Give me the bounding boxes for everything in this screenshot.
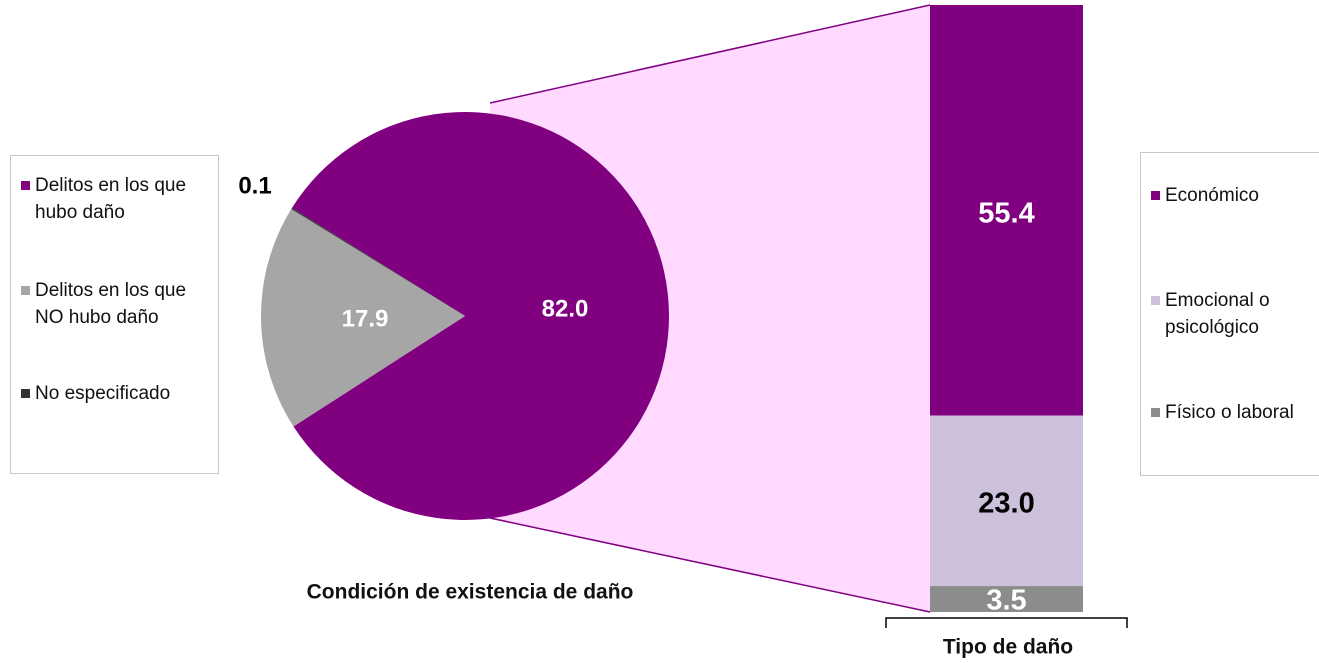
data-label: 82.0: [542, 295, 589, 322]
legend-swatch: [1151, 408, 1160, 417]
connector-line: [489, 517, 931, 613]
data-label: 17.9: [342, 305, 389, 332]
bracket: [885, 617, 1128, 628]
legend-label: Emocional o psicológico: [1165, 290, 1270, 338]
legend: Delitos en los que hubo daño Delitos en l…: [10, 155, 219, 474]
pie-slice: [291, 207, 465, 316]
data-label: 55.4: [978, 198, 1034, 230]
legend-item: No especificado: [21, 380, 211, 407]
legend-swatch: [21, 389, 30, 398]
legend-swatch: [21, 286, 30, 295]
legend-swatch: [1151, 296, 1160, 305]
legend-item: Delitos en los que NO hubo daño: [21, 277, 211, 331]
bar-segment: [930, 586, 1083, 612]
connector-line: [489, 4, 931, 104]
legend-label: Económico: [1165, 185, 1259, 206]
legend: Económico Emocional o psicológico Físico o…: [1140, 152, 1319, 476]
legend-label: Delitos en los que hubo daño: [35, 175, 187, 223]
data-label: 3.5: [986, 585, 1026, 617]
legend-label: Delitos en los que NO hubo daño: [35, 280, 187, 328]
bar-segment: [930, 5, 1083, 416]
bar-title: Tipo de daño: [943, 636, 1073, 659]
legend-swatch: [21, 181, 30, 190]
legend-item: Físico o laboral: [1151, 399, 1319, 426]
data-label: 23.0: [978, 488, 1034, 520]
pie-slice: [291, 112, 669, 520]
legend-swatch: [1151, 191, 1160, 200]
pie-slice: [261, 208, 465, 427]
pie-title: Condición de existencia de daño: [307, 581, 634, 604]
legend-item: Económico: [1151, 182, 1319, 209]
legend-item: Emocional o psicológico: [1151, 287, 1301, 341]
legend-label: No especificado: [35, 383, 171, 404]
data-label: 0.1: [238, 172, 271, 199]
legend-label: Físico o laboral: [1165, 402, 1294, 423]
bar-segment: [930, 415, 1083, 587]
legend-item: Delitos en los que hubo daño: [21, 172, 211, 226]
